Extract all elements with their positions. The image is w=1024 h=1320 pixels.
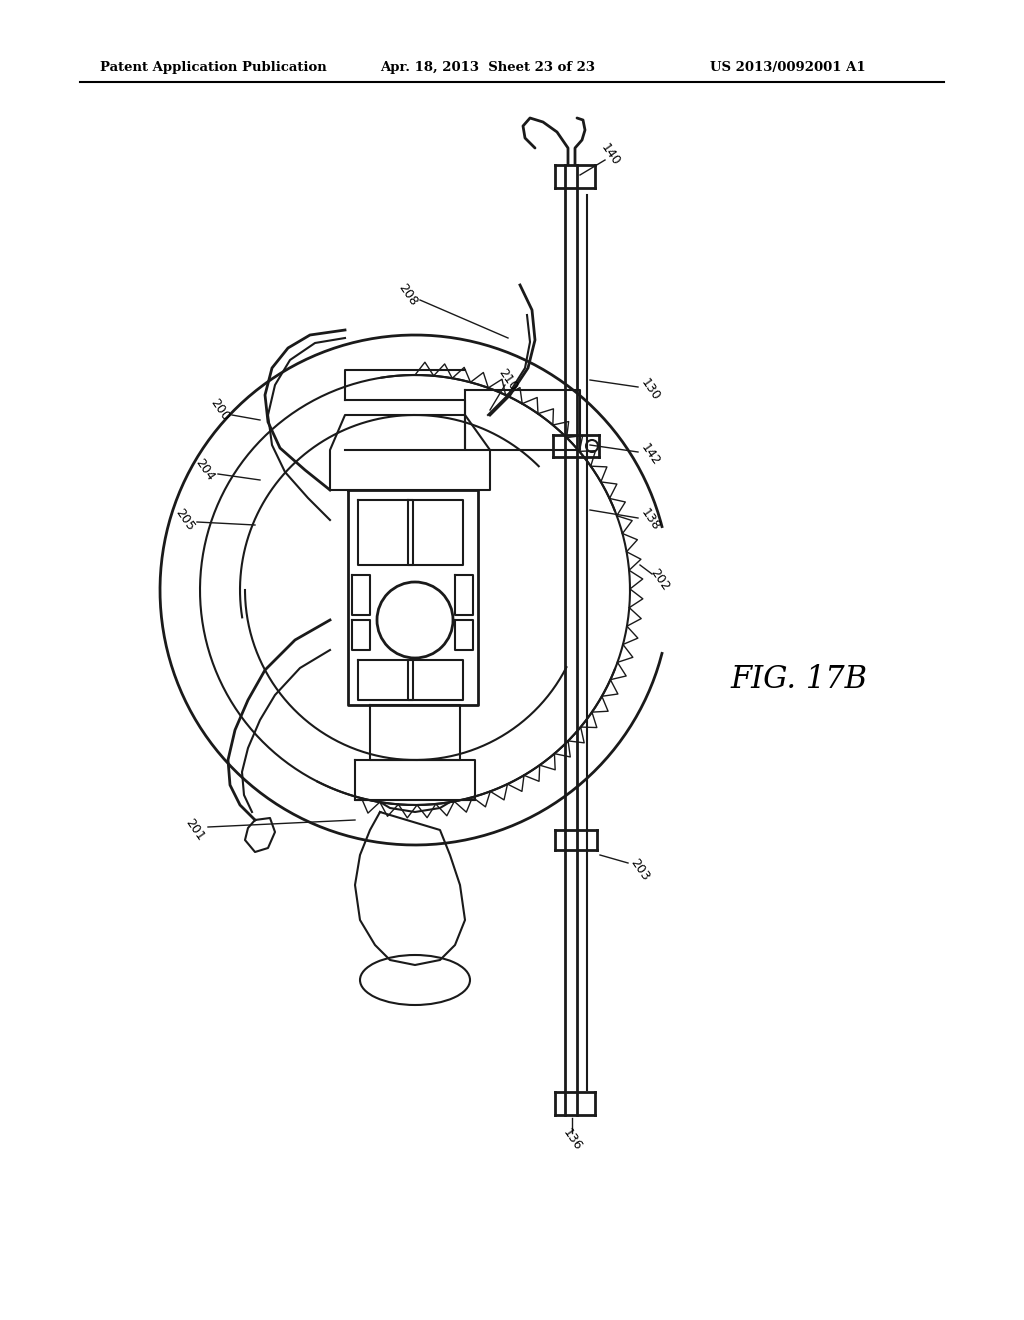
Text: 208: 208 xyxy=(396,281,420,309)
Text: Patent Application Publication: Patent Application Publication xyxy=(100,62,327,74)
Text: 210: 210 xyxy=(496,367,520,393)
Text: 204: 204 xyxy=(193,457,217,483)
Text: FIG. 17B: FIG. 17B xyxy=(730,664,867,696)
Text: Apr. 18, 2013  Sheet 23 of 23: Apr. 18, 2013 Sheet 23 of 23 xyxy=(380,62,595,74)
Text: 200: 200 xyxy=(208,396,232,424)
Text: 205: 205 xyxy=(173,507,198,533)
Text: 203: 203 xyxy=(628,857,652,883)
Text: 140: 140 xyxy=(598,141,623,169)
Text: 136: 136 xyxy=(560,1126,584,1154)
Text: 202: 202 xyxy=(648,566,672,594)
Text: US 2013/0092001 A1: US 2013/0092001 A1 xyxy=(710,62,865,74)
Text: 130: 130 xyxy=(638,376,663,404)
Text: 201: 201 xyxy=(183,817,207,843)
Text: 138: 138 xyxy=(638,507,663,533)
Text: 142: 142 xyxy=(638,442,663,469)
